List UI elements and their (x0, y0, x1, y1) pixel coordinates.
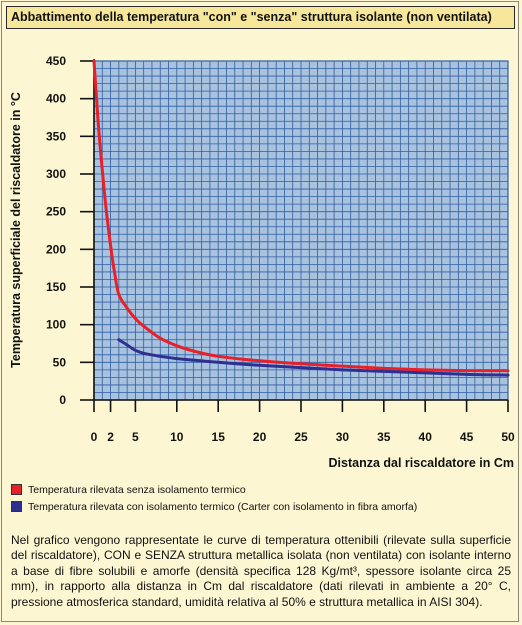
x-tick-label: 50 (501, 430, 515, 444)
y-tick-label: 200 (46, 242, 66, 256)
legend-label: Temperatura rilevata con isolamento term… (28, 501, 418, 513)
y-tick-label: 50 (53, 355, 67, 369)
legend-swatch-red (11, 484, 22, 495)
legend-item-with-insulation: Temperatura rilevata con isolamento term… (11, 500, 417, 514)
x-tick-label: 5 (132, 430, 139, 444)
x-tick-label: 10 (170, 430, 184, 444)
y-tick-label: 0 (59, 393, 66, 407)
x-tick-label: 30 (336, 430, 350, 444)
x-tick-label: 20 (253, 430, 267, 444)
y-tick-label: 150 (46, 280, 66, 294)
y-tick-label: 350 (46, 129, 66, 143)
x-axis-label: Distanza dal riscaldatore in Cm (329, 456, 514, 470)
legend-swatch-blue (11, 501, 22, 512)
chart-title: Abbattimento della temperatura "con" e "… (6, 6, 515, 29)
x-tick-label: 2 (107, 430, 114, 444)
y-tick-label: 250 (46, 205, 66, 219)
x-tick-label: 0 (91, 430, 98, 444)
y-tick-label: 100 (46, 318, 66, 332)
x-tick-label: 45 (460, 430, 474, 444)
x-tick-label: 35 (377, 430, 391, 444)
x-tick-label: 40 (419, 430, 433, 444)
chart-description: Nel grafico vengono rappresentate le cur… (11, 533, 511, 609)
legend-label: Temperatura rilevata senza isolamento te… (28, 484, 246, 496)
y-tick-label: 300 (46, 167, 66, 181)
legend-item-without-insulation: Temperatura rilevata senza isolamento te… (11, 483, 246, 497)
series-line-without-insulation (92, 59, 510, 373)
x-tick-label: 15 (212, 430, 226, 444)
x-tick-label: 25 (294, 430, 308, 444)
series-line-with-insulation (117, 338, 510, 377)
y-tick-label: 450 (46, 54, 66, 68)
chart-series (92, 59, 510, 377)
y-axis-label: Temperatura superficiale del riscaldator… (9, 92, 23, 368)
y-tick-label: 400 (46, 92, 66, 106)
